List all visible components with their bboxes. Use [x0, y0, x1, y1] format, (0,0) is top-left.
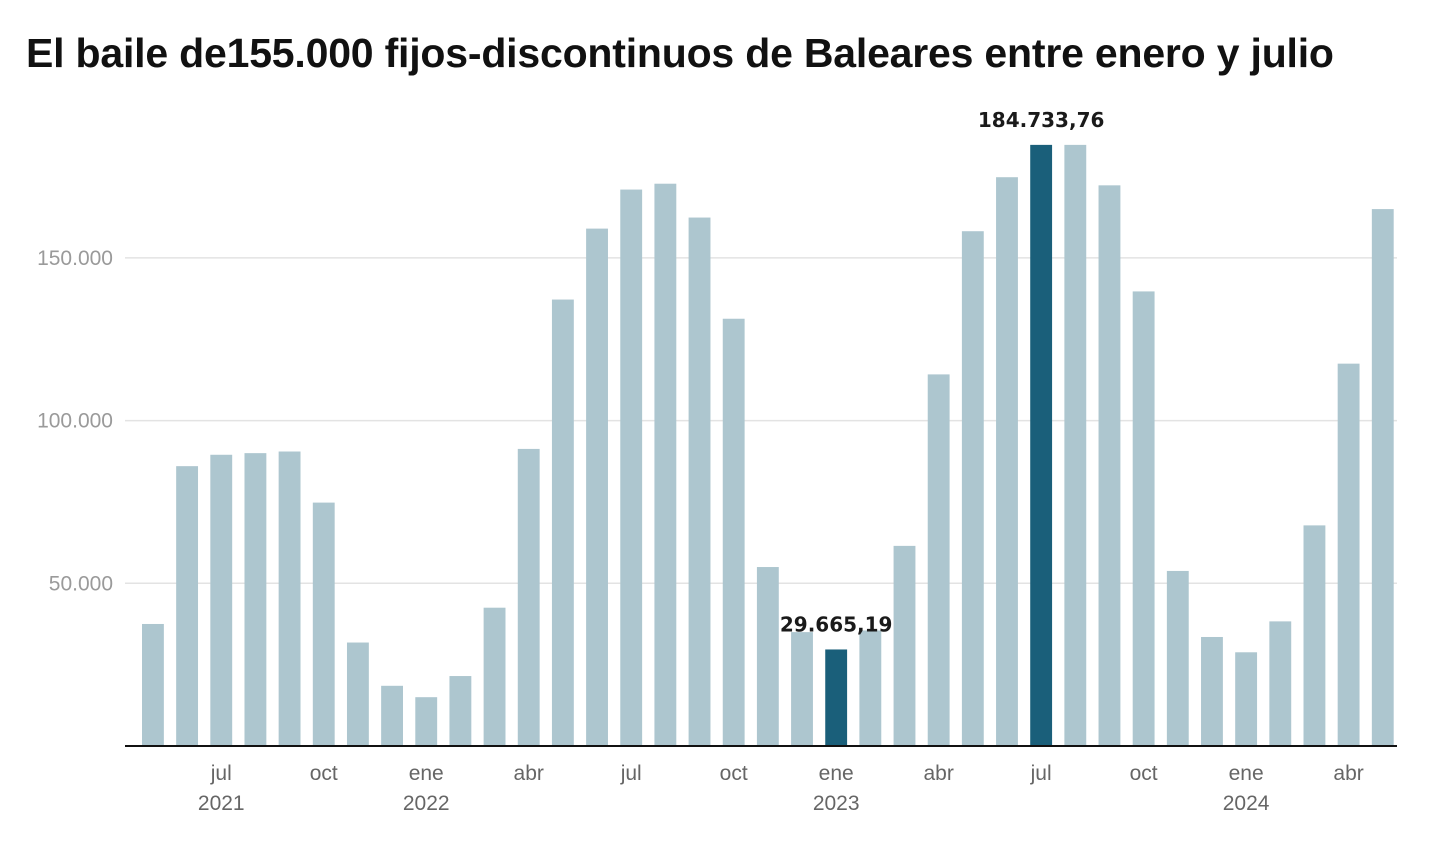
bar — [996, 177, 1018, 746]
bar — [449, 676, 472, 746]
bar — [620, 189, 643, 747]
bar — [1132, 291, 1155, 746]
bar — [1269, 621, 1292, 746]
bar — [859, 630, 882, 746]
y-tick-label: 50.000 — [49, 572, 113, 595]
bar — [176, 466, 199, 746]
bar — [210, 454, 233, 746]
data-labels: 29.665,19 184.733,76 — [780, 108, 1105, 637]
x-tick-label: oct — [310, 762, 338, 785]
bar — [1235, 652, 1258, 746]
x-tick-label: ene — [409, 762, 444, 785]
bar — [1098, 185, 1121, 746]
x-axis-ticks: jul 2021 oct ene 2022 abr jul oct ene 2023 abr jul o… — [198, 762, 1364, 815]
x-tick-label: oct — [1130, 762, 1158, 785]
bar — [415, 697, 438, 746]
bar — [1166, 570, 1189, 746]
x-tick-label: abr — [923, 762, 953, 785]
bar — [142, 623, 164, 746]
chart-title: El baile de155.000 fijos-discontinuos de… — [26, 30, 1334, 76]
bar — [551, 299, 574, 746]
bar — [722, 318, 745, 746]
bar-highlighted — [1030, 144, 1053, 746]
bar — [688, 217, 711, 746]
bar-highlighted — [825, 649, 848, 746]
x-tick-label: abr — [1333, 762, 1363, 785]
bar — [927, 374, 950, 746]
bar — [756, 567, 779, 746]
x-tick-label: ene — [819, 762, 854, 785]
x-tick-label: jul — [620, 762, 642, 785]
x-tick-label: jul — [1030, 762, 1052, 785]
data-label: 184.733,76 — [978, 108, 1105, 132]
x-tick-year: 2022 — [403, 792, 450, 815]
bar — [1371, 209, 1394, 747]
bar — [1064, 144, 1087, 746]
x-tick-year: 2024 — [1223, 792, 1270, 815]
x-tick-year: 2023 — [813, 792, 860, 815]
bar — [893, 545, 916, 746]
bar — [654, 183, 677, 746]
bar — [483, 607, 506, 746]
bar — [244, 453, 267, 746]
y-axis-ticks: 50.000 100.000 150.000 — [37, 247, 113, 595]
data-label: 29.665,19 — [780, 612, 893, 636]
bar — [517, 448, 540, 746]
bar — [381, 685, 403, 746]
bar — [312, 502, 335, 746]
x-tick-label: oct — [720, 762, 748, 785]
bar — [961, 231, 984, 747]
bar — [346, 642, 369, 746]
x-tick-label: jul — [210, 762, 232, 785]
bar — [1201, 636, 1223, 746]
x-tick-year: 2021 — [198, 792, 245, 815]
y-tick-label: 100.000 — [37, 410, 113, 433]
bar — [791, 632, 813, 746]
x-tick-label: ene — [1229, 762, 1264, 785]
bar — [1303, 525, 1326, 746]
bars — [142, 144, 1394, 747]
bar — [1337, 363, 1360, 746]
y-tick-label: 150.000 — [37, 247, 113, 270]
x-tick-label: abr — [514, 762, 544, 785]
bar — [586, 228, 608, 746]
bar — [278, 451, 301, 746]
